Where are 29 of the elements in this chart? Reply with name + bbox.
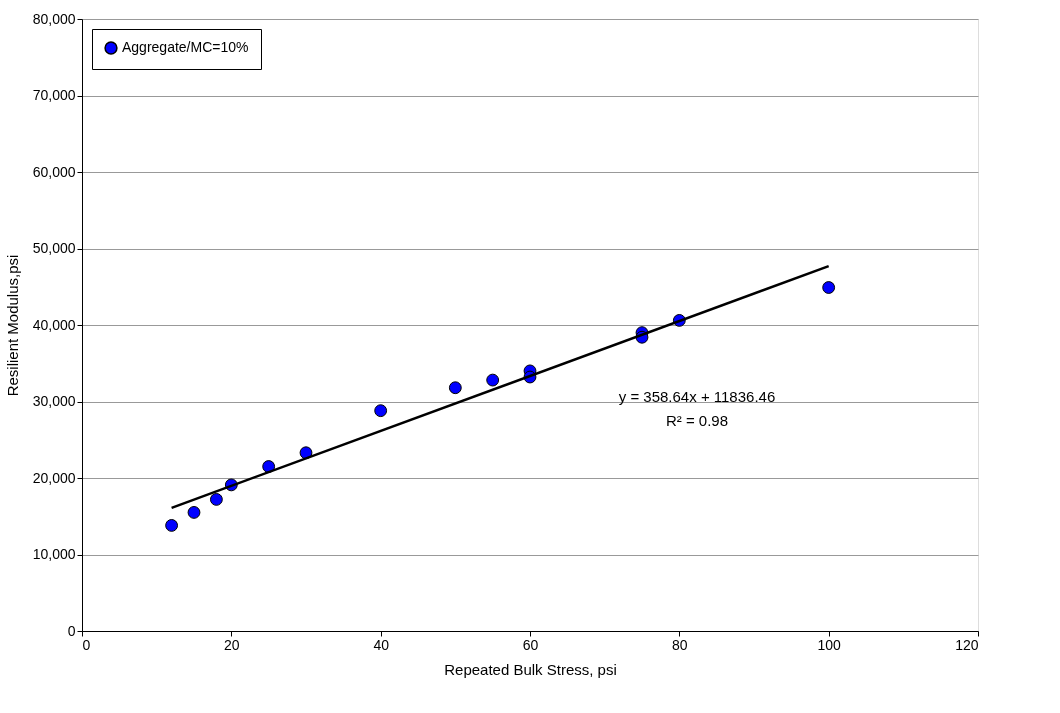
y-tick-label: 60,000 [32,163,76,180]
y-tick-label: 30,000 [32,393,76,409]
y-tick-label: 20,000 [32,469,76,486]
x-tick-label: 80 [672,636,688,653]
x-tick-label: 100 [817,636,842,653]
point [448,381,462,395]
y-tick-label: 50,000 [32,240,76,256]
point [209,493,223,506]
y-tick-label: 10,000 [32,546,76,562]
point [187,506,201,519]
x-axis-title: Repeated Bulk Stress, psi [444,660,617,678]
x-tick-label: 120 [955,636,979,653]
point [374,404,388,418]
x-tick-label: 20 [224,636,240,653]
y-tick-label: 0 [67,622,76,639]
legend-label: Aggregate/MC=10% [122,39,249,55]
y-tick-label: 40,000 [32,316,76,333]
point [486,373,500,387]
y-tick-label: 80,000 [32,10,76,27]
annotation: R² = 0.98 [665,412,729,429]
y-tick-label: 70,000 [32,87,76,103]
x-tick-label: 0 [82,636,91,653]
x-tick-label: 60 [522,636,539,653]
point [262,460,276,473]
point [822,281,836,294]
point [165,519,179,532]
y-axis-title: Resilient Modulus,psi [3,254,21,397]
annotation: y = 358.64x + 11836.46 [618,388,776,405]
x-tick-label: 40 [373,636,390,653]
